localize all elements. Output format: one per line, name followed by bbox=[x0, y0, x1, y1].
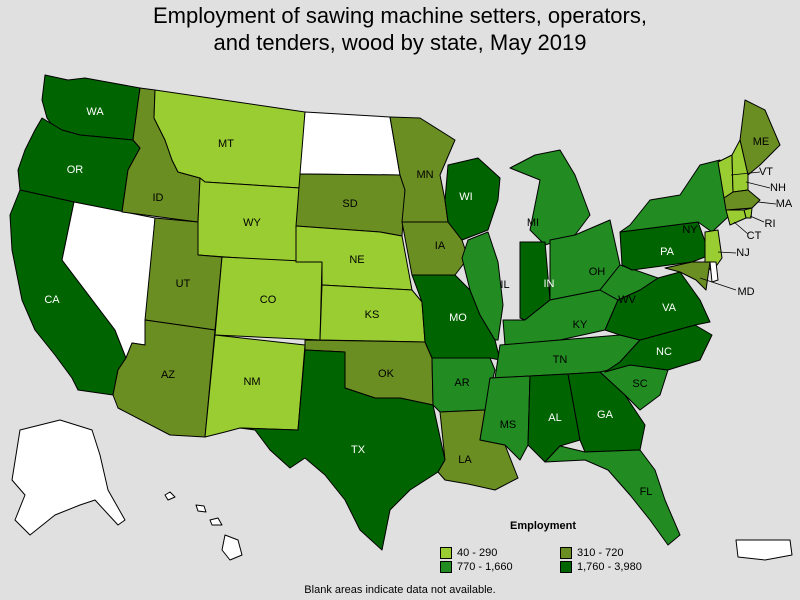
state-label-tx: TX bbox=[351, 444, 366, 456]
state-de bbox=[709, 261, 719, 283]
state-pr bbox=[735, 539, 793, 561]
state-label-wi: WI bbox=[459, 191, 472, 203]
state-label-nh: NH bbox=[770, 182, 786, 194]
state-label-tn: TN bbox=[553, 354, 568, 366]
legend-label-2: 310 - 720 bbox=[577, 547, 624, 559]
state-label-wv: WV bbox=[618, 294, 636, 306]
legend-label-3: 770 - 1,660 bbox=[457, 561, 513, 573]
state-label-al: AL bbox=[548, 412, 561, 424]
legend-item-4: 1,760 - 3,980 bbox=[560, 561, 642, 573]
state-label-ks: KS bbox=[365, 309, 380, 321]
state-fl bbox=[544, 445, 681, 546]
state-label-ga: GA bbox=[597, 409, 614, 421]
state-label-az: AZ bbox=[161, 369, 175, 381]
state-label-fl: FL bbox=[640, 486, 653, 498]
state-ct bbox=[725, 209, 747, 226]
state-label-ar: AR bbox=[454, 377, 469, 389]
state-label-mi: MI bbox=[527, 217, 539, 229]
state-label-ma: MA bbox=[776, 198, 793, 210]
legend-swatch-4 bbox=[560, 561, 572, 573]
state-label-ny: NY bbox=[682, 224, 698, 236]
legend-swatch-1 bbox=[440, 547, 452, 559]
legend-swatch-3 bbox=[440, 561, 452, 573]
state-label-nm: NM bbox=[243, 376, 260, 388]
state-ny bbox=[619, 159, 731, 233]
state-ak bbox=[11, 419, 126, 536]
state-label-ky: KY bbox=[573, 319, 588, 331]
state-label-vt: VT bbox=[759, 166, 773, 178]
state-label-mn: MN bbox=[416, 169, 433, 181]
state-label-il: IL bbox=[500, 279, 509, 291]
state-label-or: OR bbox=[67, 164, 84, 176]
state-label-id: ID bbox=[153, 192, 164, 204]
legend-swatch-2 bbox=[560, 547, 572, 559]
state-label-md: MD bbox=[737, 286, 754, 298]
state-label-pa: PA bbox=[660, 246, 675, 258]
legend-item-1: 40 - 290 bbox=[440, 547, 497, 559]
state-md bbox=[664, 261, 711, 291]
state-label-wy: WY bbox=[243, 217, 261, 229]
state-label-in: IN bbox=[544, 278, 555, 290]
state-label-ut: UT bbox=[176, 278, 191, 290]
state-label-oh: OH bbox=[589, 266, 606, 278]
state-label-ne: NE bbox=[349, 254, 364, 266]
title-line-2: and tenders, wood by state, May 2019 bbox=[213, 30, 587, 55]
state-label-va: VA bbox=[662, 302, 677, 314]
callout-nh bbox=[745, 181, 771, 189]
data-note: Blank areas indicate data not available. bbox=[304, 584, 496, 596]
state-mi bbox=[509, 149, 591, 246]
state-label-la: LA bbox=[458, 454, 472, 466]
callout-ri bbox=[749, 215, 765, 223]
legend-label-4: 1,760 - 3,980 bbox=[577, 561, 642, 573]
legend-title: Employment bbox=[510, 520, 577, 532]
state-hi bbox=[164, 491, 243, 561]
callout-vt bbox=[730, 171, 761, 176]
state-label-ri: RI bbox=[765, 218, 776, 230]
legend-label-1: 40 - 290 bbox=[457, 547, 498, 559]
title-line-1: Employment of sawing machine setters, op… bbox=[152, 3, 647, 28]
state-label-ct: CT bbox=[747, 230, 762, 242]
state-label-ms: MS bbox=[500, 419, 517, 431]
callout-nj bbox=[717, 251, 737, 254]
state-tx bbox=[239, 349, 446, 551]
state-il bbox=[461, 231, 504, 341]
callout-ct bbox=[733, 221, 749, 235]
state-label-nj: NJ bbox=[736, 247, 749, 259]
state-wv bbox=[599, 264, 659, 301]
state-label-nc: NC bbox=[656, 346, 672, 358]
state-nd bbox=[299, 111, 401, 176]
state-label-ok: OK bbox=[378, 368, 395, 380]
state-label-me: ME bbox=[753, 136, 770, 148]
map-title: Employment of sawing machine setters, op… bbox=[0, 2, 800, 56]
callout-md bbox=[699, 277, 737, 291]
callout-ma bbox=[757, 201, 777, 205]
state-label-ia: IA bbox=[435, 240, 446, 252]
state-label-co: CO bbox=[260, 294, 277, 306]
legend-item-2: 310 - 720 bbox=[560, 547, 623, 559]
state-label-mt: MT bbox=[218, 138, 234, 150]
legend-item-3: 770 - 1,660 bbox=[440, 561, 513, 573]
state-label-sd: SD bbox=[342, 198, 357, 210]
state-label-ca: CA bbox=[44, 294, 60, 306]
state-label-mo: MO bbox=[449, 312, 467, 324]
state-label-sc: SC bbox=[632, 378, 647, 390]
state-label-wa: WA bbox=[86, 106, 104, 118]
state-wi bbox=[444, 157, 501, 241]
